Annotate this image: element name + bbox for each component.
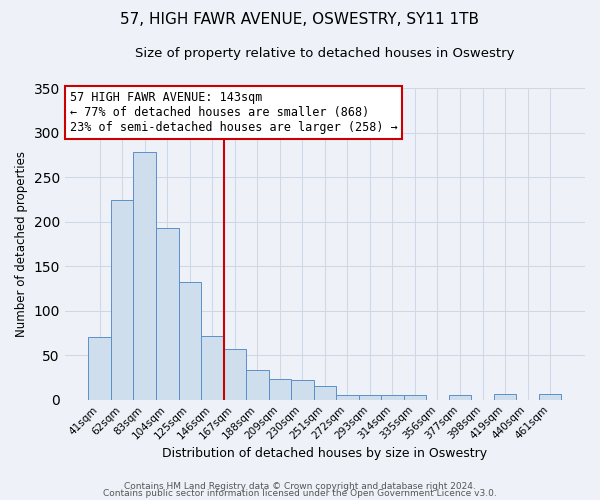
Text: 57 HIGH FAWR AVENUE: 143sqm
← 77% of detached houses are smaller (868)
23% of se: 57 HIGH FAWR AVENUE: 143sqm ← 77% of det… bbox=[70, 91, 398, 134]
Bar bbox=[359, 396, 381, 400]
Bar bbox=[224, 349, 246, 400]
Bar bbox=[404, 396, 426, 400]
Bar bbox=[246, 370, 269, 400]
Text: Contains public sector information licensed under the Open Government Licence v3: Contains public sector information licen… bbox=[103, 490, 497, 498]
Bar bbox=[201, 336, 224, 400]
Bar bbox=[381, 396, 404, 400]
Bar bbox=[291, 380, 314, 400]
Text: 57, HIGH FAWR AVENUE, OSWESTRY, SY11 1TB: 57, HIGH FAWR AVENUE, OSWESTRY, SY11 1TB bbox=[121, 12, 479, 28]
Title: Size of property relative to detached houses in Oswestry: Size of property relative to detached ho… bbox=[135, 48, 515, 60]
Bar bbox=[88, 338, 111, 400]
Bar bbox=[133, 152, 156, 400]
Bar bbox=[156, 228, 179, 400]
Bar bbox=[314, 386, 336, 400]
Bar bbox=[539, 394, 562, 400]
Bar bbox=[494, 394, 517, 400]
Bar bbox=[179, 282, 201, 400]
Text: Contains HM Land Registry data © Crown copyright and database right 2024.: Contains HM Land Registry data © Crown c… bbox=[124, 482, 476, 491]
Bar bbox=[111, 200, 133, 400]
Bar bbox=[449, 396, 471, 400]
X-axis label: Distribution of detached houses by size in Oswestry: Distribution of detached houses by size … bbox=[163, 447, 487, 460]
Bar bbox=[336, 396, 359, 400]
Bar bbox=[269, 379, 291, 400]
Y-axis label: Number of detached properties: Number of detached properties bbox=[15, 151, 28, 337]
